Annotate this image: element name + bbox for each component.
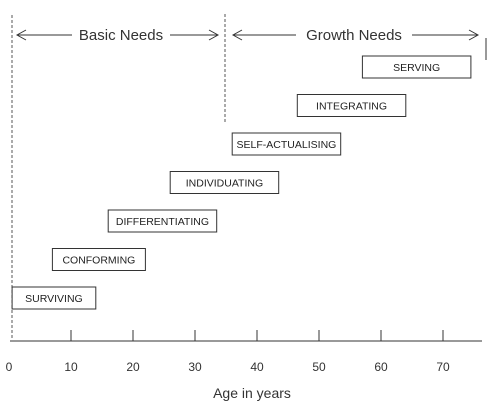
stage-box (231, 132, 342, 156)
stage-label: INTEGRATING (316, 101, 387, 113)
growth-needs-arrow (231, 29, 480, 41)
stage-individuating: INDIVIDUATING (169, 171, 280, 194)
tick-label: 0 (6, 360, 13, 374)
stage-box (361, 55, 472, 79)
tick-label: 10 (64, 360, 78, 374)
growth-needs-label: Growth Needs (306, 27, 402, 44)
stage-label: INDIVIDUATING (186, 178, 263, 190)
tick-label: 30 (188, 360, 202, 374)
basic-needs-label: Basic Needs (79, 27, 163, 44)
stage-box (296, 94, 407, 117)
tick-label: 50 (312, 360, 326, 374)
stage-label: CONFORMING (62, 255, 135, 267)
tick-label: 60 (374, 360, 388, 374)
tick-label: 20 (126, 360, 140, 374)
stage-self-actualising: SELF-ACTUALISING (231, 132, 342, 156)
stage-box (11, 286, 97, 310)
stage-label: SELF-ACTUALISING (237, 139, 337, 151)
tick-label: 40 (250, 360, 264, 374)
x-axis-ticks: 0 10 20 30 40 50 60 70 (6, 330, 450, 374)
stage-box (169, 171, 280, 194)
stage-box (51, 248, 146, 271)
stage-label: SERVING (393, 62, 440, 74)
x-axis-title: Age in years (213, 385, 291, 401)
basic-needs-arrow (15, 29, 220, 41)
stage-box (107, 209, 218, 233)
stage-integrating: INTEGRATING (296, 94, 407, 117)
tick-label: 70 (436, 360, 450, 374)
stage-serving: SERVING (361, 55, 472, 79)
stage-surviving: SURVIVING (11, 286, 97, 310)
stage-label: SURVIVING (25, 293, 83, 305)
stage-boxes: SURVIVING CONFORMING DIFFERENTIATING INDIVI… (11, 55, 472, 310)
stage-differentiating: DIFFERENTIATING (107, 209, 218, 233)
stage-label: DIFFERENTIATING (116, 216, 209, 228)
stage-conforming: CONFORMING (51, 248, 146, 271)
